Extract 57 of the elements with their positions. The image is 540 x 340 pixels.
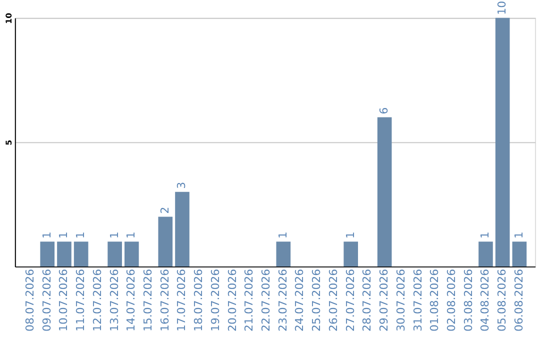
x-tick-label: 19.07.2026: [208, 268, 222, 332]
x-tick-label: 08.07.2026: [23, 268, 36, 332]
x-tick-label: 01.08.2026: [428, 268, 442, 332]
data-label: 1: [512, 232, 526, 239]
bar: [108, 242, 122, 266]
data-label: 1: [478, 232, 492, 239]
x-tick-label: 20.07.2026: [226, 268, 239, 332]
bar: [478, 242, 493, 266]
data-label: 1: [344, 232, 357, 239]
data-label: 3: [175, 182, 188, 189]
data-label: 1: [74, 232, 88, 239]
x-tick-label: 09.07.2026: [40, 268, 54, 332]
bar: [74, 242, 88, 266]
x-tick-label: 02.08.2026: [444, 268, 458, 332]
x-tick-label: 29.07.2026: [378, 268, 391, 332]
x-tick-label: 26.07.2026: [326, 268, 340, 332]
data-label: 1: [57, 232, 70, 239]
x-tick-label: 25.07.2026: [310, 268, 324, 332]
x-tick-label: 30.07.2026: [394, 268, 408, 332]
x-tick-label: 21.07.2026: [242, 268, 256, 332]
x-tick-label: 16.07.2026: [158, 268, 172, 332]
bar: [276, 242, 291, 266]
x-tick-label: 18.07.2026: [192, 268, 206, 332]
x-tick-label: 03.08.2026: [462, 268, 475, 332]
x-tick-label: 13.07.2026: [108, 268, 121, 332]
x-tick-label: 27.07.2026: [344, 268, 357, 332]
data-label: 1: [108, 232, 121, 239]
data-label: 6: [378, 107, 391, 114]
y-tick-label: 5: [4, 140, 14, 146]
bar: [175, 192, 190, 266]
x-tick-label: 31.07.2026: [411, 268, 424, 332]
x-tick-label: 15.07.2026: [142, 268, 155, 332]
bar: [124, 242, 139, 266]
x-tick-label: 17.07.2026: [175, 268, 188, 332]
x-tick-label: 11.07.2026: [74, 268, 88, 332]
x-tick-label: 12.07.2026: [90, 268, 104, 332]
data-label: 2: [158, 206, 172, 214]
x-tick-label: 28.07.2026: [360, 268, 374, 332]
x-tick-label: 06.08.2026: [512, 268, 526, 332]
bar: [40, 242, 55, 266]
x-tick-label: 22.07.2026: [260, 268, 273, 332]
bar: [512, 242, 527, 266]
data-label: 1: [40, 232, 54, 239]
x-tick-label: 14.07.2026: [124, 268, 138, 332]
data-label: 10: [496, 0, 509, 15]
bar: [344, 242, 358, 266]
x-tick-label: 10.07.2026: [57, 268, 70, 332]
bar: [57, 242, 72, 266]
x-tick-label: 23.07.2026: [276, 268, 290, 332]
x-tick-label: 04.08.2026: [478, 268, 492, 332]
data-label: 1: [124, 232, 138, 239]
bar: [377, 117, 392, 266]
x-tick-label: 24.07.2026: [293, 268, 306, 332]
bar: [158, 216, 173, 266]
x-tick-label: 05.08.2026: [496, 268, 509, 332]
bar: [495, 18, 510, 266]
data-label: 1: [276, 232, 290, 239]
